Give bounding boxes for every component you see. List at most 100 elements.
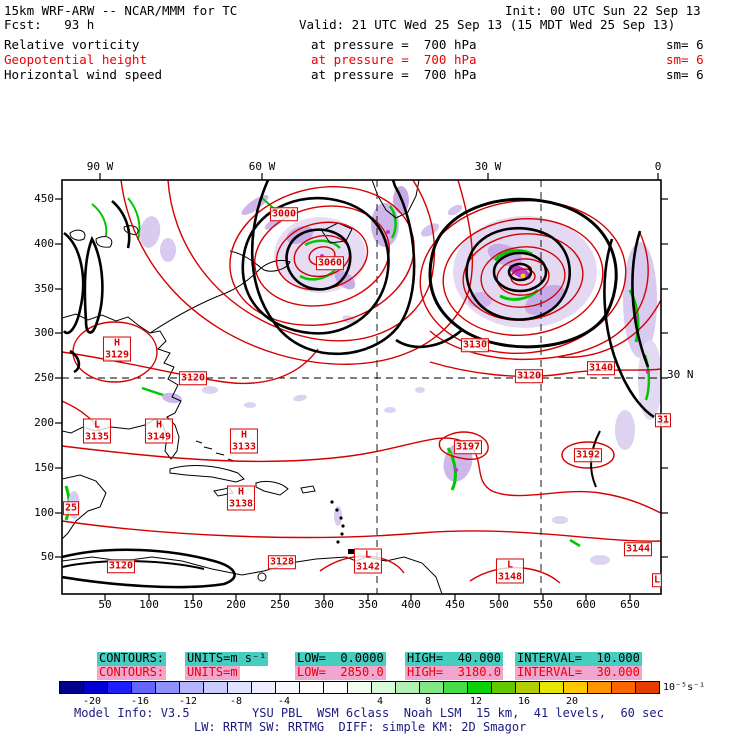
x-axis-label: 650: [620, 598, 640, 611]
axis-ticks: [55, 173, 668, 601]
colorbar-cell: [83, 681, 108, 694]
field3-smoothing: sm= 6: [666, 67, 704, 82]
field2-level: at pressure = 700 hPa: [311, 52, 477, 67]
contour-label: 3060: [315, 256, 345, 270]
contour-label: 3000: [269, 207, 299, 221]
colorbar-cell: [323, 681, 348, 694]
colorbar-cell: [371, 681, 396, 694]
contour-label: H 3138: [226, 485, 256, 511]
y-axis-label: 450: [34, 192, 54, 205]
field2-smoothing: sm= 6: [666, 52, 704, 67]
y-axis-label: 300: [34, 326, 54, 339]
y-axis-label: 50: [40, 550, 54, 563]
init-time: Init: 00 UTC Sun 22 Sep 13: [505, 3, 701, 18]
x-axis-label: 400: [401, 598, 421, 611]
contour-label: L 3135: [82, 418, 112, 444]
colorbar: [59, 681, 660, 694]
colorbar-tick-label: -20: [82, 696, 102, 707]
y-axis-label: 250: [34, 371, 54, 384]
contour-label: L 3148: [495, 558, 525, 584]
contour-label: 3144: [623, 542, 653, 556]
contour-label: 31: [654, 413, 672, 427]
x-axis-label: 300: [314, 598, 334, 611]
y-axis-label: 150: [34, 461, 54, 474]
model-physics-line1: YSU PBL WSM 6class Noah LSM 15 km, 41 le…: [252, 706, 664, 720]
colorbar-tick-label: 12: [469, 696, 483, 707]
colorbar-tick-label: -4: [277, 696, 291, 707]
x-axis-label: 50: [98, 598, 112, 611]
contour-label: 3192: [573, 448, 603, 462]
lon-axis-label: 30 W: [474, 160, 502, 173]
field1-name: Relative vorticity: [4, 37, 140, 52]
colorbar-tick-label: -8: [229, 696, 243, 707]
colorbar-tick-label: 16: [517, 696, 531, 707]
lon-axis-label: 0: [654, 160, 662, 173]
height-legend-interval: INTERVAL= 30.000: [515, 665, 642, 680]
y-axis-label: 200: [34, 416, 54, 429]
colorbar-cell: [443, 681, 468, 694]
contour-label: H 3133: [229, 428, 259, 454]
x-axis-label: 150: [183, 598, 203, 611]
colorbar-cell: [611, 681, 636, 694]
colorbar-units: 10⁻⁵s⁻¹: [663, 682, 706, 693]
colorbar-cell: [419, 681, 444, 694]
colorbar-cell: [155, 681, 180, 694]
colorbar-cell: [515, 681, 540, 694]
forecast-hour: Fcst: 93 h: [4, 17, 95, 32]
colorbar-ticks: -20 -16 -12 -8 -4 4 8 12 16 20: [0, 696, 740, 708]
lat-axis-label: 30 N: [667, 368, 694, 381]
wind-legend-interval: INTERVAL= 10.000: [515, 651, 642, 666]
wind-legend-low: LOW= 0.0000: [295, 651, 386, 666]
height-legend-units: UNITS=m: [185, 665, 240, 680]
x-axis-label: 500: [489, 598, 509, 611]
field1-level: at pressure = 700 hPa: [311, 37, 477, 52]
lon-axis-label: 90 W: [86, 160, 114, 173]
contour-label: 3120: [106, 559, 136, 573]
colorbar-cell: [395, 681, 420, 694]
y-axis-label: 400: [34, 237, 54, 250]
field2-name: Geopotential height: [4, 52, 147, 67]
x-axis-label: 600: [576, 598, 596, 611]
x-axis-label: 250: [270, 598, 290, 611]
field3-name: Horizontal wind speed: [4, 67, 163, 82]
height-legend-low: LOW= 2850.0: [295, 665, 386, 680]
map-frame: [61, 179, 662, 595]
x-axis-label: 350: [358, 598, 378, 611]
field3-level: at pressure = 700 hPa: [311, 67, 477, 82]
contour-label: 3128: [267, 555, 297, 569]
colorbar-cell: [299, 681, 324, 694]
colorbar-cell: [635, 681, 660, 694]
grid-dashed: [62, 180, 661, 594]
colorbar-cell: [275, 681, 300, 694]
contour-label: 3197: [453, 440, 483, 454]
x-axis-label: 100: [139, 598, 159, 611]
colorbar-cell: [179, 681, 204, 694]
contour-label: H 3149: [144, 418, 174, 444]
x-axis-label: 200: [226, 598, 246, 611]
x-axis-label: 450: [445, 598, 465, 611]
wind-legend-contours: CONTOURS:: [97, 651, 167, 666]
colorbar-tick-label: -16: [130, 696, 150, 707]
x-axis-label: 550: [533, 598, 553, 611]
colorbar-cell: [131, 681, 156, 694]
y-axis-label: 350: [34, 282, 54, 295]
contour-label: 3120: [178, 371, 208, 385]
model-title: 15km WRF-ARW -- NCAR/MMM for TC: [4, 3, 238, 18]
contour-label: 3130: [460, 338, 490, 352]
y-axis-label: 100: [34, 506, 54, 519]
contour-label: 25: [62, 501, 80, 515]
contour-label: 3120: [514, 369, 544, 383]
contour-label: H 3129: [102, 336, 132, 362]
model-physics-line2: LW: RRTM SW: RRTMG DIFF: simple KM: 2D S…: [194, 720, 527, 734]
field1-smoothing: sm= 6: [666, 37, 704, 52]
colorbar-tick-label: -12: [178, 696, 198, 707]
colorbar-cell: [203, 681, 228, 694]
colorbar-tick-label: 4: [376, 696, 384, 707]
wind-legend-high: HIGH= 40.000: [405, 651, 503, 666]
wind-contours-black: [62, 180, 655, 589]
colorbar-cell: [59, 681, 84, 694]
wind-legend-units: UNITS=m s⁻¹: [185, 651, 269, 666]
